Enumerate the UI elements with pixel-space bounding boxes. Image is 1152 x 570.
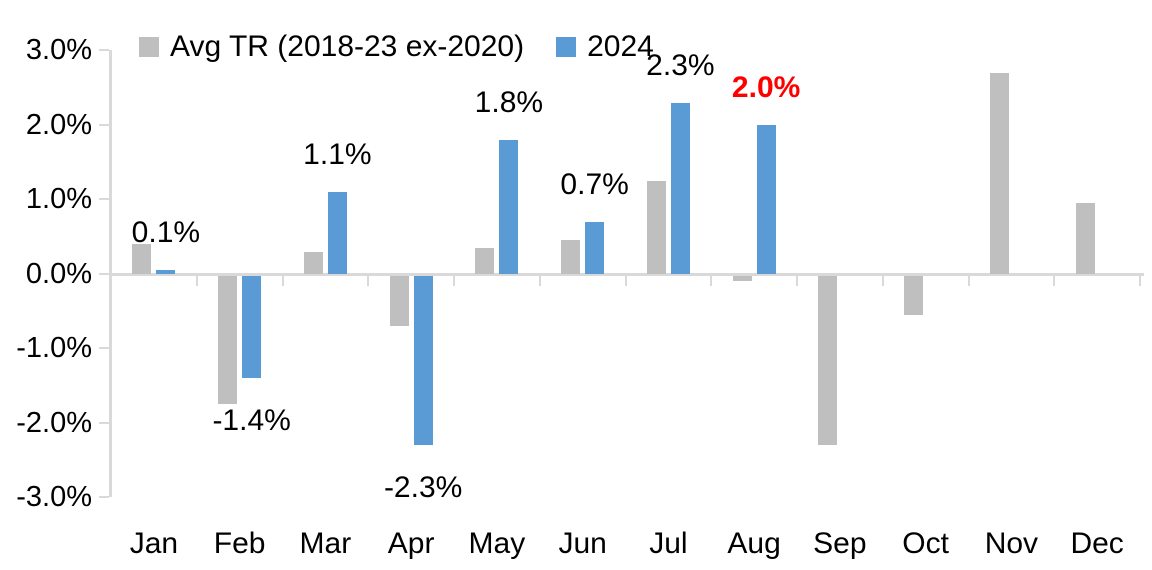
data-label-aug: 2.0% (731, 71, 801, 104)
y-axis-tick (99, 198, 109, 200)
x-cat-label-jan: Jan (129, 527, 179, 560)
bar-oct-avg (904, 275, 924, 315)
x-cat-label-feb: Feb (213, 527, 266, 560)
bar-apr-2024 (413, 275, 433, 446)
data-label-mar: 1.1% (303, 138, 372, 172)
x-cat-label-oct: Oct (902, 527, 949, 560)
bar-may-avg (475, 247, 495, 274)
y-axis-tick (99, 272, 109, 275)
y-tick-label: 0.0% (25, 257, 92, 290)
y-tick-label: 3.0% (25, 34, 92, 66)
data-label-apr: -2.3% (383, 471, 463, 505)
bar-nov-avg (989, 72, 1009, 274)
x-axis-tick (1053, 275, 1056, 286)
bar-may-2024 (499, 139, 519, 274)
x-cat-label-nov: Nov (984, 527, 1039, 560)
x-axis-tick (538, 275, 541, 286)
data-label-feb: -1.4% (212, 404, 291, 438)
bar-jul-2024 (670, 102, 690, 274)
bar-mar-avg (303, 251, 323, 274)
x-cat-label-jul: Jul (649, 527, 688, 560)
x-cat-label-jun: Jun (558, 527, 607, 560)
x-axis-tick (881, 275, 884, 286)
bar-aug-2024 (756, 125, 776, 274)
bar-jul-avg (646, 180, 666, 274)
x-axis-tick (453, 275, 455, 286)
x-axis-tick (796, 275, 798, 286)
data-label-may: 1.8% (474, 85, 544, 119)
x-axis-tick (367, 275, 370, 286)
legend-item-avg-tr: Avg TR (2018-23 ex-2020) (139, 29, 524, 65)
bar-feb-avg (218, 275, 238, 405)
bar-jun-2024 (585, 221, 605, 274)
data-label-jan: 0.1% (131, 216, 201, 250)
legend-swatch-avg-tr (139, 37, 159, 57)
bar-mar-2024 (327, 192, 347, 274)
y-tick-label: -1.0% (16, 332, 92, 364)
y-tick-label: -2.0% (16, 406, 92, 439)
bar-feb-2024 (242, 275, 262, 379)
y-tick-label: 1.0% (25, 183, 92, 215)
x-cat-label-mar: Mar (299, 527, 352, 560)
bar-aug-avg (732, 275, 752, 282)
x-cat-label-apr: Apr (387, 527, 435, 560)
y-tick-label: 2.0% (25, 108, 92, 141)
x-axis-line (109, 272, 1144, 276)
y-axis-tick (99, 347, 109, 349)
x-axis-tick (624, 275, 627, 286)
bar-jan-avg (132, 244, 152, 274)
bar-jan-2024 (156, 270, 176, 274)
y-axis-tick (99, 421, 109, 424)
y-tick-label: -3.0% (16, 481, 92, 513)
x-axis-tick (195, 275, 198, 286)
legend-label-2024: 2024 (587, 30, 654, 63)
x-cat-label-dec: Dec (1070, 527, 1124, 560)
x-axis-tick (967, 275, 970, 286)
bar-apr-avg (389, 275, 409, 327)
y-axis-tick (99, 496, 109, 498)
y-axis-tick (99, 123, 109, 126)
x-cat-label-aug: Aug (727, 527, 781, 560)
bar-sep-avg (818, 275, 838, 446)
bar-jun-avg (561, 240, 581, 274)
x-axis-tick (710, 275, 713, 286)
x-cat-label-sep: Sep (813, 527, 867, 560)
bar-dec-avg (1075, 203, 1095, 274)
legend-label-avg-tr: Avg TR (2018-23 ex-2020) (170, 30, 525, 63)
x-cat-label-may: May (468, 527, 526, 560)
legend-swatch-2024 (556, 37, 577, 57)
legend-item-2024: 2024 (556, 29, 654, 65)
x-axis-tick (281, 275, 284, 286)
chart-legend: Avg TR (2018-23 ex-2020) 2024 (139, 27, 654, 67)
x-axis-tick (110, 275, 112, 286)
data-label-jun: 0.7% (560, 167, 629, 201)
x-axis-tick (1139, 275, 1141, 286)
y-axis-tick (99, 49, 109, 51)
data-label-jul: 2.3% (646, 48, 715, 82)
